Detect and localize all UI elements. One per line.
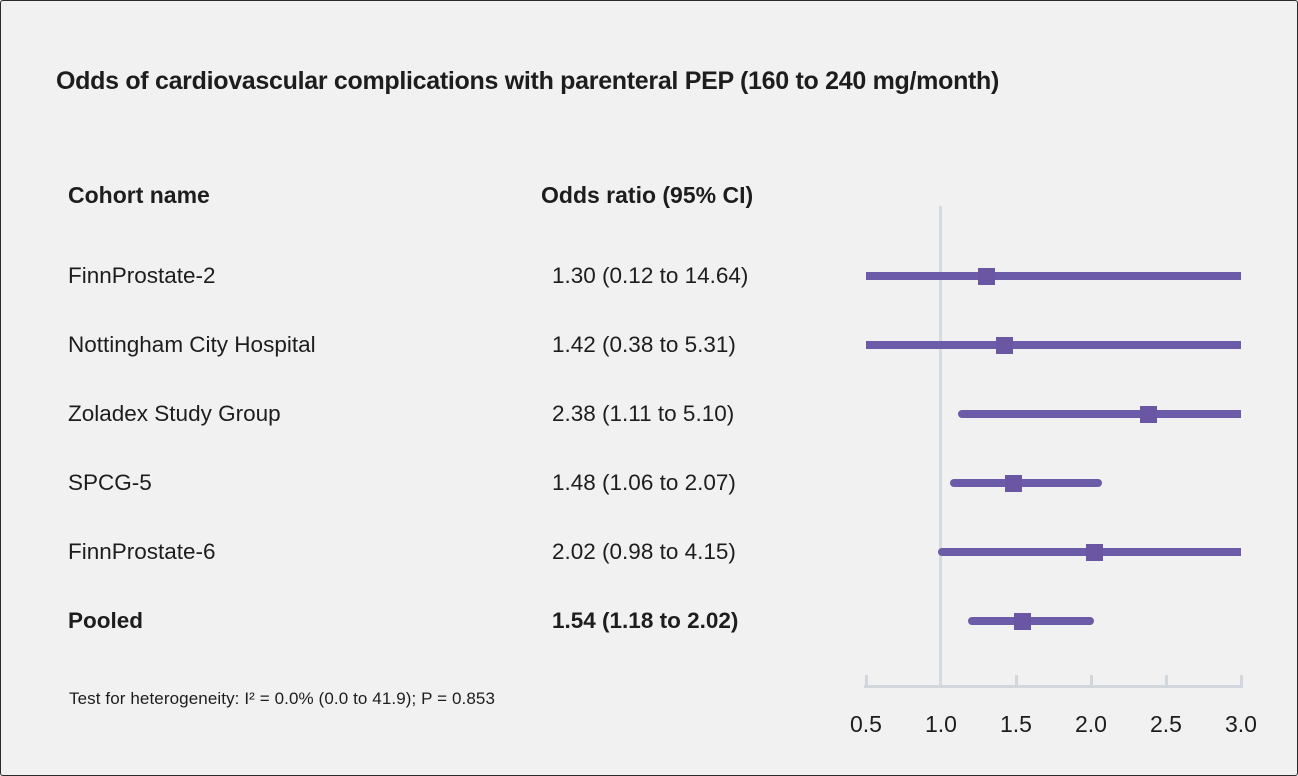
- ci-line: [950, 479, 1102, 487]
- odds-ratio-value: 1.42 (0.38 to 5.31): [552, 332, 736, 357]
- cohort-name: SPCG-5: [68, 470, 152, 495]
- odds-ratio-marker: [1139, 405, 1157, 423]
- odds-ratio-value: 1.48 (1.06 to 2.07): [552, 470, 736, 495]
- ci-line: [866, 341, 1241, 349]
- axis-tick-label: 0.5: [850, 711, 882, 737]
- column-header-cohort: Cohort name: [68, 182, 210, 208]
- odds-ratio-value: 1.30 (0.12 to 14.64): [552, 263, 749, 288]
- axis-tick-label: 2.0: [1075, 711, 1107, 737]
- heterogeneity-note: Test for heterogeneity: I² = 0.0% (0.0 t…: [69, 689, 496, 708]
- reference-line-or-1: [939, 206, 942, 688]
- axis-tick-label: 2.5: [1150, 711, 1182, 737]
- cohort-name: Pooled: [68, 608, 144, 633]
- cohort-name: FinnProstate-2: [68, 263, 216, 288]
- ci-line: [957, 410, 1241, 418]
- axis-tick: [1239, 675, 1243, 685]
- chart-title: Odds of cardiovascular complications wit…: [56, 67, 1000, 95]
- axis-tick-label: 1.0: [925, 711, 957, 737]
- ci-line: [968, 617, 1094, 625]
- cohort-name: FinnProstate-6: [68, 539, 216, 564]
- odds-ratio-value: 1.54 (1.18 to 2.02): [552, 608, 739, 633]
- axis-tick-label: 1.5: [1000, 711, 1032, 737]
- column-header-odds-ratio: Odds ratio (95% CI): [541, 182, 754, 208]
- ci-line: [866, 272, 1241, 280]
- axis-tick: [1089, 675, 1093, 685]
- odds-ratio-marker: [1004, 474, 1022, 492]
- cohort-name: Zoladex Study Group: [68, 401, 281, 426]
- odds-ratio-marker: [1085, 543, 1103, 561]
- odds-ratio-marker: [977, 267, 995, 285]
- axis-tick: [1164, 675, 1168, 685]
- odds-ratio-value: 2.02 (0.98 to 4.15): [552, 539, 736, 564]
- odds-ratio-value: 2.38 (1.11 to 5.10): [552, 401, 735, 426]
- x-axis-line: [864, 685, 1243, 688]
- odds-ratio-marker: [995, 336, 1013, 354]
- axis-tick-label: 3.0: [1225, 711, 1257, 737]
- axis-tick: [864, 675, 868, 685]
- axis-tick: [1014, 675, 1018, 685]
- cohort-name: Nottingham City Hospital: [68, 332, 316, 357]
- odds-ratio-marker: [1013, 612, 1031, 630]
